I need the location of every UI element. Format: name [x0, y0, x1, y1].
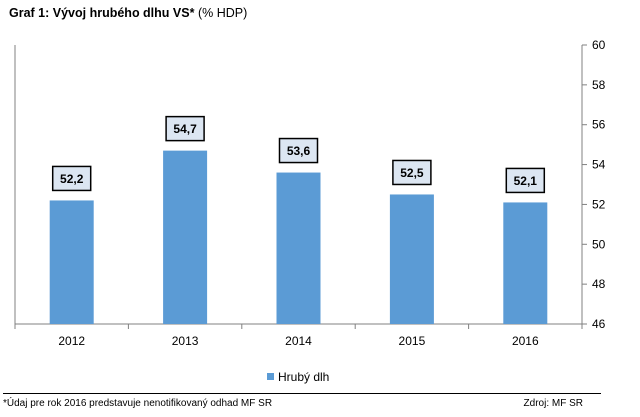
- data-label: 52,2: [60, 172, 84, 186]
- chart-title: Graf 1: Vývoj hrubého dlhu VS* (% HDP): [9, 6, 247, 20]
- data-label: 54,7: [173, 122, 197, 136]
- bar: [389, 194, 434, 324]
- y-tick-label: 54: [592, 158, 606, 172]
- bar: [503, 202, 548, 324]
- data-label-box: [505, 167, 546, 194]
- x-tick-label: 2015: [399, 334, 426, 348]
- data-label-box: [278, 137, 319, 164]
- data-label-box: [51, 165, 92, 192]
- x-tick-label: 2016: [512, 334, 539, 348]
- data-label-box: [165, 115, 205, 142]
- y-tick-label: 46: [592, 317, 606, 331]
- bar: [163, 150, 208, 324]
- y-tick-label: 58: [592, 78, 606, 92]
- bar: [276, 172, 321, 324]
- footnote: *Údaj pre rok 2016 predstavuje nenotifik…: [3, 398, 273, 409]
- x-tick-label: 2012: [58, 334, 85, 348]
- y-tick-label: 52: [592, 197, 606, 211]
- footer-divider: [3, 393, 601, 394]
- y-tick-label: 48: [592, 277, 606, 291]
- source-note: Zdroj: MF SR: [523, 398, 583, 409]
- data-label-box: [392, 159, 432, 186]
- y-tick-label: 50: [592, 237, 606, 251]
- y-tick-label: 56: [592, 118, 606, 132]
- chart-title-main: Graf 1: Vývoj hrubého dlhu VS*: [9, 6, 195, 20]
- bar: [49, 200, 94, 324]
- chart-title-unit: (% HDP): [197, 6, 248, 20]
- legend-swatch: [267, 373, 274, 380]
- data-label: 52,5: [400, 166, 424, 180]
- legend-label: Hrubý dlh: [278, 370, 329, 384]
- x-tick-label: 2013: [172, 334, 199, 348]
- y-tick-label: 60: [592, 38, 606, 52]
- x-tick-label: 2014: [285, 334, 312, 348]
- data-label: 52,1: [514, 174, 538, 188]
- data-label: 53,6: [287, 144, 311, 158]
